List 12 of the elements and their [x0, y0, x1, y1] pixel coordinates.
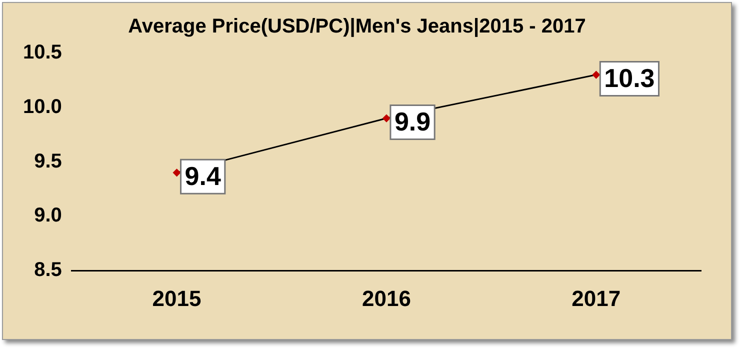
y-tick-label: 9.5 — [34, 150, 62, 172]
data-label: 10.3 — [604, 62, 655, 93]
x-tick-label: 2017 — [572, 286, 621, 311]
x-tick-label: 2015 — [152, 286, 202, 311]
y-tick-label: 8.5 — [34, 259, 62, 282]
x-tick-label: 2016 — [362, 286, 411, 311]
data-label: 9.4 — [184, 160, 222, 191]
y-tick-label: 9.0 — [34, 204, 62, 227]
y-tick-label: 10.5 — [22, 42, 62, 64]
data-label: 9.9 — [394, 106, 431, 136]
chart-title: Average Price(USD/PC)|Men's Jeans|2015 - 2017 — [128, 16, 586, 38]
y-tick-label: 10.0 — [22, 96, 62, 118]
